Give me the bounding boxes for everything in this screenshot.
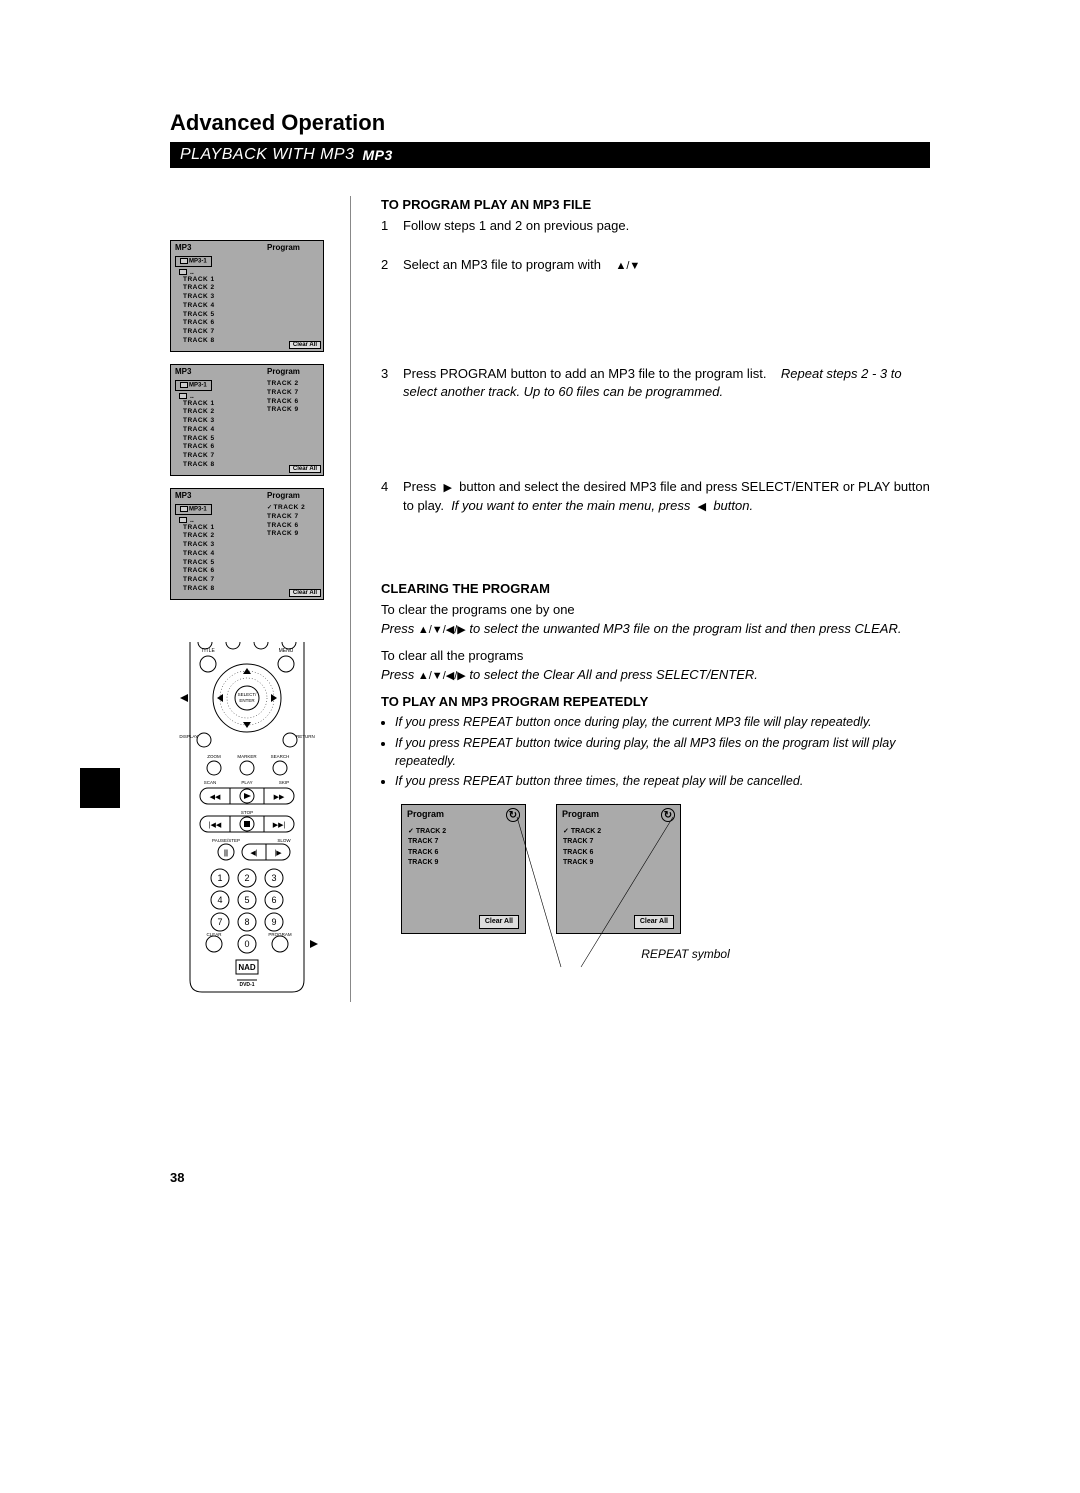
svg-text:SEARCH: SEARCH	[271, 754, 290, 759]
svg-text:ZOOM: ZOOM	[207, 754, 221, 759]
step4-a: Press	[403, 479, 436, 494]
svg-text:3: 3	[271, 873, 276, 883]
svg-text:1: 1	[217, 873, 222, 883]
step4-num: 4	[381, 478, 395, 516]
svg-text:8: 8	[244, 917, 249, 927]
page-number: 38	[170, 1170, 184, 1185]
step2-arrows: ▲/▼	[615, 260, 640, 272]
s1-t2: TRACK 2	[175, 284, 259, 293]
svg-text:TITLE: TITLE	[201, 648, 215, 654]
step3-num: 3	[381, 365, 395, 403]
svg-text:◀|: ◀|	[250, 850, 257, 857]
clear-arrows: ▲/▼/◀/▶	[418, 624, 466, 636]
repeat-screens-row: Program TRACK 2 TRACK 7 TRACK 6 TRACK 9 …	[401, 804, 930, 934]
svg-text:DISPLAY: DISPLAY	[179, 734, 198, 739]
repeat-symbol-label: REPEAT symbol	[441, 946, 930, 963]
step3-text: Press PROGRAM button to add an MP3 file …	[403, 366, 766, 381]
repeat-icon	[661, 808, 675, 822]
svg-text:NAD: NAD	[238, 963, 256, 972]
s1-clear-all: Clear All	[289, 341, 321, 349]
s1-t7: TRACK 7	[175, 328, 259, 337]
repeat-screen-1: Program TRACK 2 TRACK 7 TRACK 6 TRACK 9 …	[401, 804, 526, 934]
left-icon: ◀	[698, 501, 706, 513]
program-heading: TO PROGRAM PLAY AN MP3 FILE	[381, 196, 930, 215]
folder-label: MP3-1	[189, 259, 207, 265]
svg-text:2: 2	[244, 873, 249, 883]
left-column: MP3 Program MP3-1 .. TRACK 1 TRACK 2 TRA…	[170, 196, 334, 1002]
clear-one-label: To clear the programs one by one	[381, 601, 930, 620]
svg-text:ENTER: ENTER	[239, 698, 255, 703]
step2-num: 2	[381, 256, 395, 275]
svg-text:MARKER: MARKER	[237, 754, 257, 759]
svg-text:SELECT/: SELECT/	[238, 692, 258, 697]
svg-text:SCAN: SCAN	[204, 780, 217, 785]
svg-text:◀◀: ◀◀	[210, 794, 221, 801]
mp3-badge: MP3	[362, 147, 392, 163]
page-edge-tab	[80, 768, 120, 808]
svg-text:MENU: MENU	[279, 648, 294, 654]
svg-text:PLAY: PLAY	[241, 780, 252, 785]
repeat-heading: TO PLAY AN MP3 PROGRAM REPEATEDLY	[381, 693, 930, 712]
svg-text:RETURN: RETURN	[296, 734, 315, 739]
svg-text:DVD-1: DVD-1	[239, 982, 254, 988]
s1-t3: TRACK 3	[175, 293, 259, 302]
clearing-heading: CLEARING THE PROGRAM	[381, 580, 930, 599]
svg-text:|▶: |▶	[274, 850, 282, 857]
remote-control: TITLE MENU SELECT/ ENTER	[170, 642, 324, 1002]
s1-t8: TRACK 8	[175, 337, 259, 346]
section-title: Advanced Operation	[170, 110, 930, 136]
repeat-bullets: If you press REPEAT button once during p…	[381, 713, 930, 790]
svg-text:STOP: STOP	[241, 810, 253, 815]
screen-2: MP3 Program MP3-1 .. TRACK 1 TRACK 2 TRA…	[170, 364, 324, 476]
svg-text:0: 0	[244, 939, 249, 949]
screen1-hdr-mp3: MP3	[171, 241, 263, 254]
page-content: Advanced Operation PLAYBACK WITH MP3 MP3…	[170, 110, 930, 1002]
step1-num: 1	[381, 217, 395, 236]
repeat-b3: If you press REPEAT button three times, …	[395, 772, 930, 790]
clear-one-b: to select the unwanted MP3 file on the p…	[469, 621, 901, 636]
svg-text:5: 5	[244, 895, 249, 905]
svg-text:|◀◀: |◀◀	[209, 822, 222, 829]
clear-all-label: To clear all the programs	[381, 647, 930, 666]
screen-3: MP3 Program MP3-1 .. TRACK 1 TRACK 2 TRA…	[170, 488, 324, 600]
svg-text:▶▶: ▶▶	[274, 794, 285, 801]
svg-text:4: 4	[217, 895, 222, 905]
step2-text: Select an MP3 file to program with	[403, 257, 601, 272]
svg-text:6: 6	[271, 895, 276, 905]
s1-t5: TRACK 5	[175, 311, 259, 320]
svg-text:SKIP: SKIP	[279, 780, 289, 785]
screen-1: MP3 Program MP3-1 .. TRACK 1 TRACK 2 TRA…	[170, 240, 324, 352]
screen1-hdr-prog: Program	[263, 241, 323, 254]
svg-text:▶▶|: ▶▶|	[273, 822, 286, 829]
repeat-screen-2: Program TRACK 2 TRACK 7 TRACK 6 TRACK 9 …	[556, 804, 681, 934]
svg-text:SLOW: SLOW	[277, 838, 291, 843]
step1-text: Follow steps 1 and 2 on previous page.	[403, 217, 930, 236]
step4-italic-b: button.	[713, 498, 753, 513]
repeat-b2: If you press REPEAT button twice during …	[395, 734, 930, 770]
right-column: TO PROGRAM PLAY AN MP3 FILE 1 Follow ste…	[350, 196, 930, 1002]
svg-text:9: 9	[271, 917, 276, 927]
svg-text:7: 7	[217, 917, 222, 927]
svg-text:PAUSE/STEP: PAUSE/STEP	[212, 838, 240, 843]
s1-t6: TRACK 6	[175, 319, 259, 328]
clear-one-a: Press	[381, 621, 414, 636]
repeat-icon	[506, 808, 520, 822]
step4-italic-a: If you want to enter the main menu, pres…	[451, 498, 690, 513]
subsection-text: PLAYBACK WITH MP3	[180, 146, 354, 164]
s1-t4: TRACK 4	[175, 302, 259, 311]
subsection-bar: PLAYBACK WITH MP3 MP3	[170, 142, 930, 168]
clear-all-italic: to select the Clear All and press SELECT…	[469, 667, 758, 682]
repeat-b1: If you press REPEAT button once during p…	[395, 713, 930, 731]
s1-t1: TRACK 1	[175, 276, 259, 285]
svg-text:||: ||	[224, 850, 228, 857]
play-icon: ▶	[443, 482, 451, 494]
